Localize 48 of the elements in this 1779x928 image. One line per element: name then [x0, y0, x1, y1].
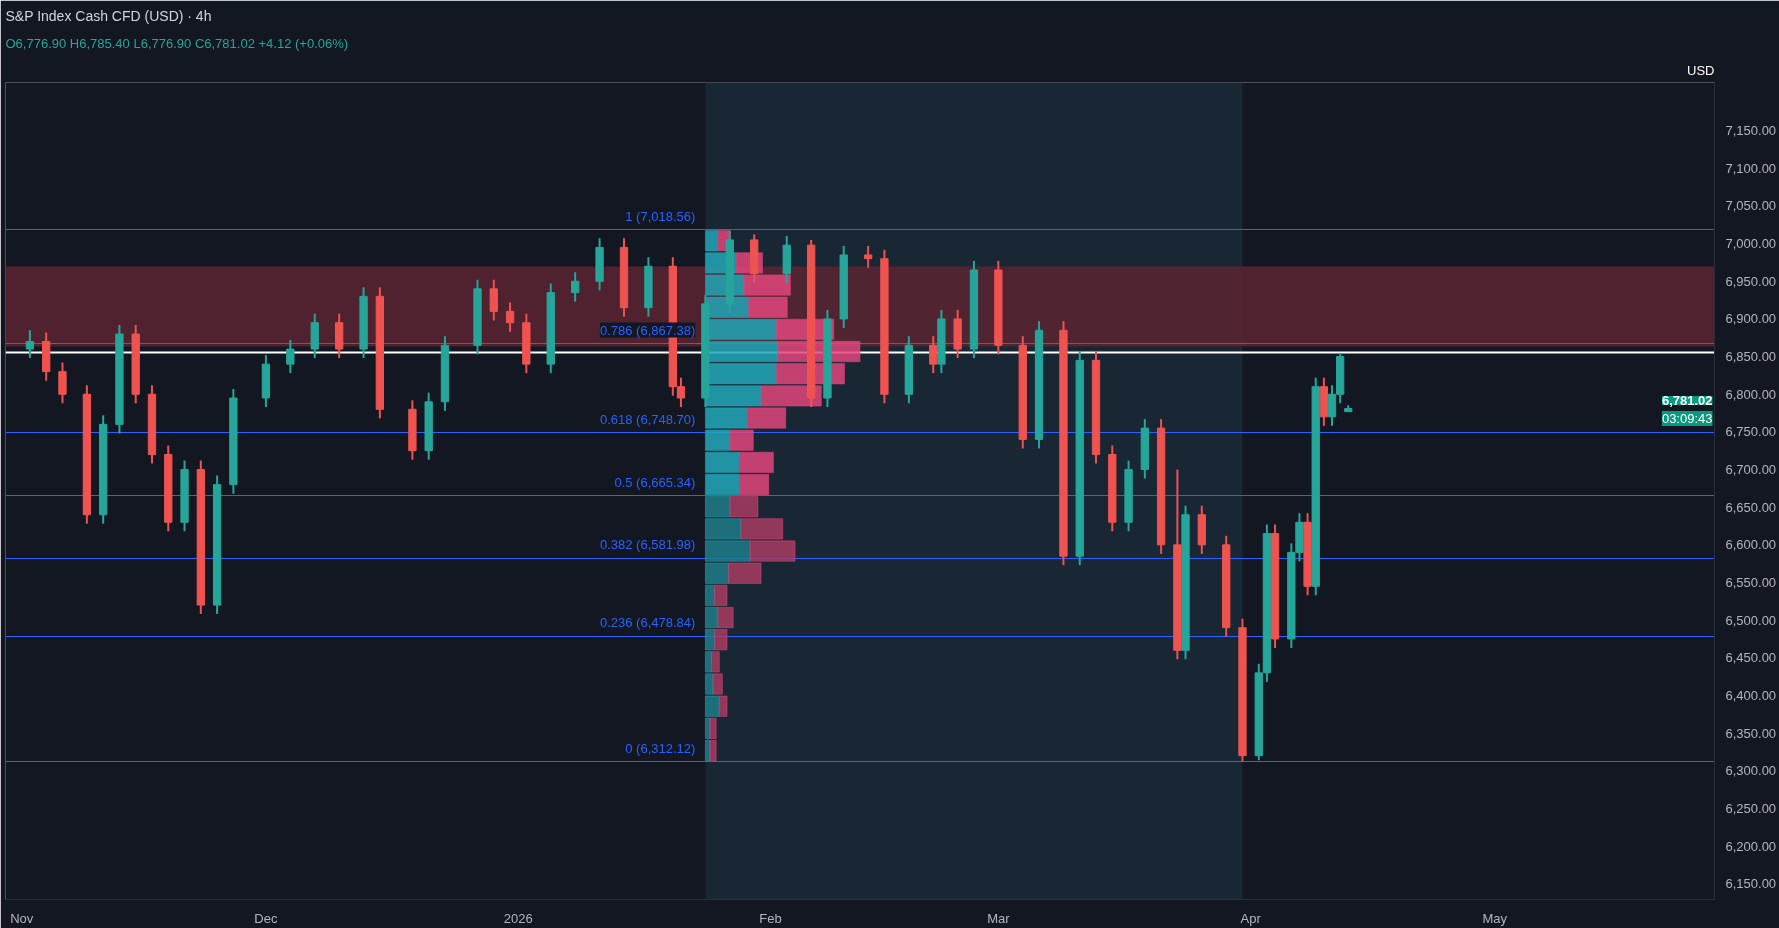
chart-subtitle: O6,776.90 H6,785.40 L6,776.90 C6,781.02 +4.12 (+0.06%): [5, 35, 349, 51]
y-tick-label: 6,550.00: [1725, 574, 1777, 590]
y-tick-label: 7,150.00: [1725, 123, 1777, 139]
y-axis-title: USD: [1687, 62, 1715, 78]
candlestick: [58, 361, 67, 405]
candlestick: [571, 271, 580, 303]
ref-line-label: 0.786 (6,867.38): [599, 322, 696, 338]
y-tick-label: 6,900.00: [1725, 311, 1777, 327]
y-tick-label: 6,800.00: [1725, 386, 1777, 402]
y-tick-label: 7,100.00: [1725, 160, 1777, 176]
ref-line-label: 0.618 (6,748.70): [599, 411, 696, 427]
candlestick: [929, 335, 938, 375]
y-tick-label: 6,450.00: [1725, 650, 1777, 666]
ref-line-label: 1 (7,018.56): [625, 208, 696, 224]
x-tick-label: Dec: [254, 910, 278, 926]
x-tick-label: Mar: [987, 910, 1011, 926]
annotation: 03:09:43: [1661, 411, 1713, 427]
ref-line-label: 0.382 (6,581.98): [599, 537, 696, 553]
candlestick: [25, 329, 35, 360]
y-tick-label: 6,650.00: [1725, 499, 1777, 515]
ref-line-label: 0.5 (6,665.34): [614, 474, 696, 490]
candlestick: [505, 301, 515, 333]
chart-title: S&P Index Cash CFD (USD) · 4h: [5, 7, 212, 24]
y-tick-label: 6,750.00: [1725, 424, 1777, 440]
y-tick-label: 6,250.00: [1725, 800, 1777, 816]
candlestick: [489, 278, 498, 322]
x-tick-label: Nov: [10, 910, 34, 926]
candlestick: [863, 244, 873, 269]
annotation: 6,781.02: [1661, 393, 1713, 409]
y-tick-label: 6,850.00: [1725, 349, 1777, 365]
y-tick-label: 7,000.00: [1725, 236, 1777, 252]
x-tick-label: May: [1482, 910, 1508, 926]
ref-line-label: 0.236 (6,478.84): [599, 615, 696, 631]
y-tick-label: 6,500.00: [1725, 612, 1777, 628]
x-tick-label: 2026: [503, 910, 533, 926]
x-tick-label: Apr: [1240, 910, 1262, 926]
y-tick-label: 6,200.00: [1725, 838, 1777, 854]
x-tick-label: Feb: [759, 910, 782, 926]
y-tick-label: 6,600.00: [1725, 537, 1777, 553]
y-tick-label: 6,150.00: [1725, 876, 1777, 892]
y-tick-label: 6,700.00: [1725, 462, 1777, 478]
y-tick-label: 6,400.00: [1725, 687, 1777, 703]
y-tick-label: 6,350.00: [1725, 725, 1777, 741]
candlestick: [286, 339, 295, 375]
y-tick-label: 7,050.00: [1725, 198, 1777, 214]
y-tick-label: 6,950.00: [1725, 273, 1777, 289]
y-tick-label: 6,300.00: [1725, 763, 1777, 779]
ref-line-label: 0 (6,312.12): [625, 740, 696, 756]
